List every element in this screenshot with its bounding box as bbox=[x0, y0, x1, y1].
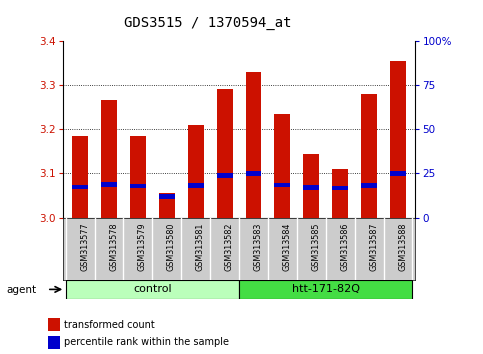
Bar bbox=[217, 173, 233, 178]
Bar bbox=[72, 136, 88, 218]
Bar bbox=[274, 114, 290, 218]
Bar bbox=[217, 89, 233, 218]
Bar bbox=[390, 171, 406, 176]
Bar bbox=[72, 184, 88, 189]
Bar bbox=[303, 185, 319, 190]
Text: GSM313577: GSM313577 bbox=[80, 223, 89, 271]
Text: GSM313580: GSM313580 bbox=[167, 223, 176, 271]
Bar bbox=[245, 171, 261, 176]
Text: agent: agent bbox=[6, 285, 36, 295]
Bar bbox=[361, 94, 377, 218]
Bar bbox=[245, 72, 261, 218]
Bar bbox=[159, 194, 175, 199]
Text: GSM313586: GSM313586 bbox=[340, 223, 349, 271]
Text: transformed count: transformed count bbox=[64, 320, 155, 330]
Bar bbox=[130, 184, 146, 188]
Bar bbox=[188, 183, 204, 188]
Text: percentile rank within the sample: percentile rank within the sample bbox=[64, 337, 229, 347]
Text: GSM313582: GSM313582 bbox=[225, 223, 234, 271]
Text: GSM313587: GSM313587 bbox=[369, 223, 378, 271]
Bar bbox=[48, 318, 60, 331]
Text: GSM313585: GSM313585 bbox=[312, 223, 320, 271]
Bar bbox=[239, 280, 412, 299]
Bar bbox=[101, 182, 117, 187]
Bar bbox=[274, 183, 290, 187]
Text: htt-171-82Q: htt-171-82Q bbox=[292, 284, 360, 295]
Text: GSM313578: GSM313578 bbox=[109, 223, 118, 271]
Bar bbox=[66, 280, 239, 299]
Text: GSM313583: GSM313583 bbox=[254, 223, 263, 271]
Bar bbox=[159, 193, 175, 218]
Bar bbox=[188, 125, 204, 218]
Text: GDS3515 / 1370594_at: GDS3515 / 1370594_at bbox=[124, 16, 291, 30]
Bar bbox=[361, 183, 377, 188]
Text: control: control bbox=[133, 284, 171, 295]
Bar bbox=[332, 186, 348, 190]
Text: GSM313581: GSM313581 bbox=[196, 223, 205, 271]
Bar bbox=[390, 61, 406, 218]
Bar bbox=[101, 101, 117, 218]
Text: GSM313584: GSM313584 bbox=[283, 223, 291, 271]
Bar bbox=[130, 136, 146, 218]
Text: GSM313579: GSM313579 bbox=[138, 223, 147, 271]
Text: GSM313588: GSM313588 bbox=[398, 223, 407, 271]
Bar bbox=[332, 169, 348, 218]
Bar bbox=[303, 154, 319, 218]
Bar bbox=[48, 336, 60, 349]
